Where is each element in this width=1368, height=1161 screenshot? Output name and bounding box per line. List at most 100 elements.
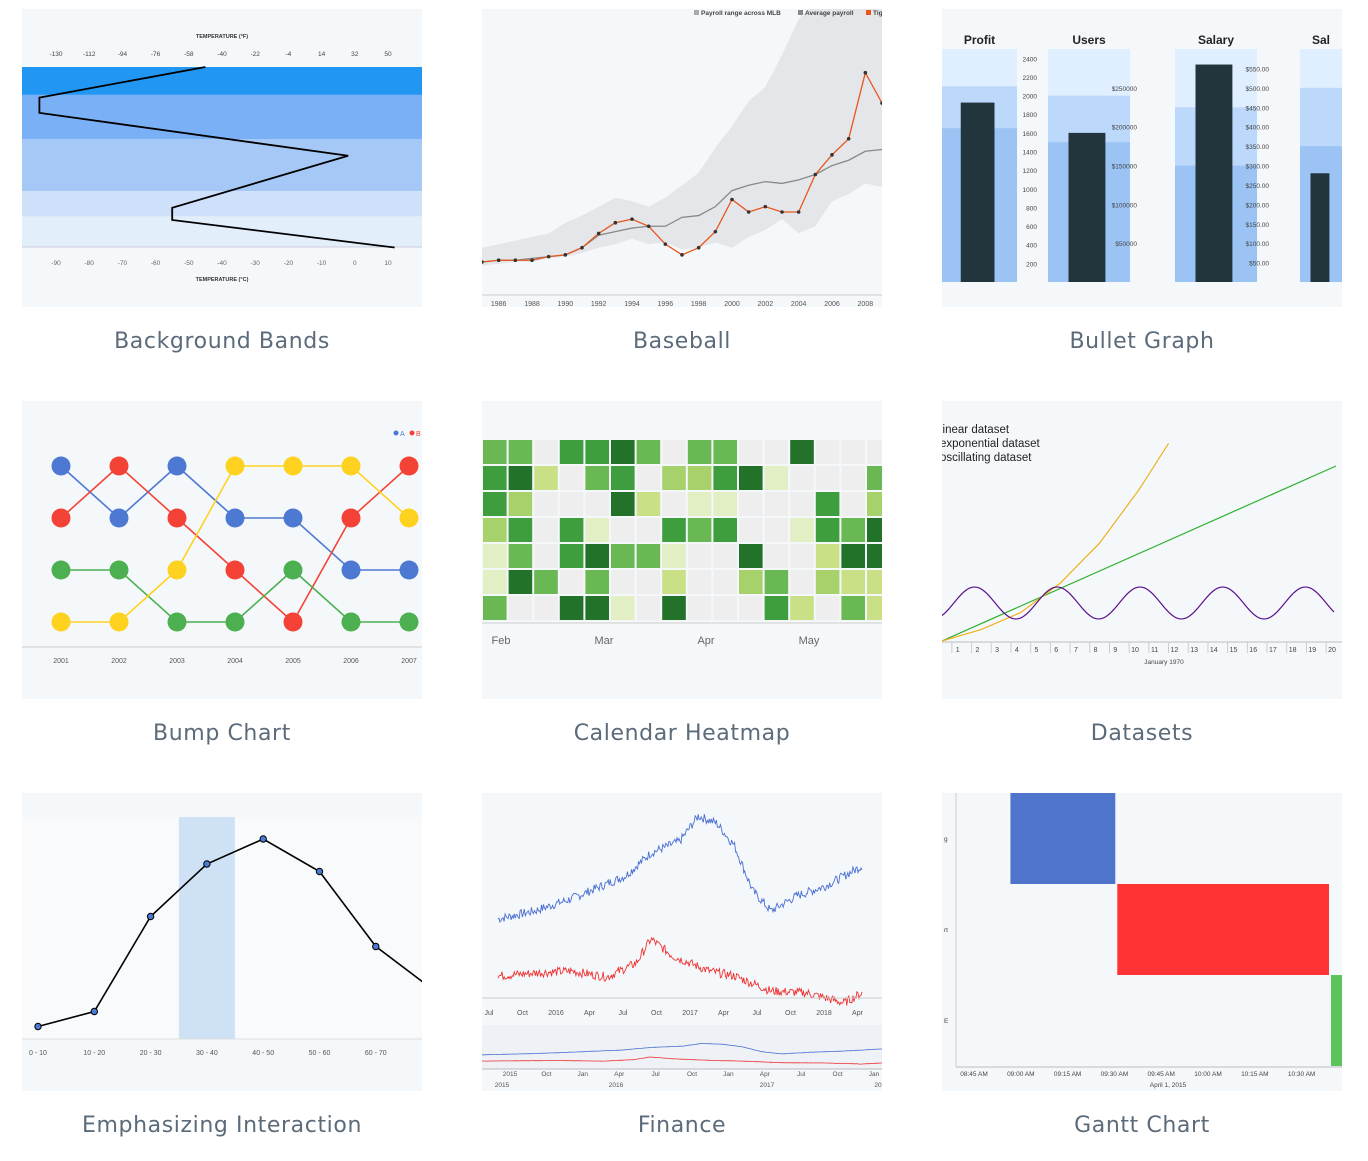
thumbnail-bullet-graph[interactable]: Profit Users 2400 2200 2000 1800 1600 1400 1200 1…	[942, 9, 1342, 307]
heatmap-cell	[687, 440, 712, 464]
x-tick-label: 18	[1289, 647, 1297, 654]
x-tick-label: Apr	[852, 1010, 864, 1017]
x-tick-label: 2008	[858, 301, 874, 307]
x-tick-label: 1	[956, 647, 960, 654]
heatmap-cell	[483, 440, 507, 464]
heatmap-cell	[662, 518, 686, 542]
heatmap-cell	[636, 492, 661, 516]
axis-tick-label: $100000	[1112, 202, 1138, 209]
thumbnail-baseball[interactable]: 1986 1988 1990 1992 1994 1996 1998 2000 2002 2004…	[482, 9, 882, 307]
thumbnail-datasets[interactable]: linear dataset exponential dataset oscilla…	[942, 401, 1342, 699]
card-title[interactable]: Baseball	[632, 329, 732, 354]
x-tick-label: Jul	[485, 1010, 494, 1017]
tigers-point	[496, 258, 501, 263]
background-band	[22, 67, 422, 95]
x-top-axis-label: TEMPERATURE (°F)	[196, 34, 248, 40]
heatmap-cell	[636, 518, 661, 542]
measure-bar	[960, 102, 995, 282]
heatmap-cell	[534, 518, 558, 542]
overview-tick-label: Jul	[651, 1071, 660, 1078]
axis-tick-label: $150000	[1112, 164, 1138, 171]
data-point	[34, 1022, 42, 1031]
tigers-point	[763, 204, 768, 209]
tigers-point	[696, 245, 701, 250]
rank-point	[341, 560, 361, 580]
tigers-point	[780, 210, 784, 214]
heatmap-cell	[764, 492, 789, 516]
legend-swatch	[393, 430, 399, 436]
heatmap-cell	[841, 544, 865, 568]
heatmap-cell	[611, 544, 635, 568]
heatmap-cell	[508, 570, 533, 594]
x-tick-label: 16	[1249, 647, 1257, 654]
heatmap-cell	[764, 596, 789, 620]
card-title[interactable]: Bullet Graph	[1069, 329, 1215, 354]
x-tick-label: 2006	[824, 301, 840, 307]
axis-tick-label: $150.00	[1246, 222, 1270, 229]
heatmap-cell	[483, 544, 507, 568]
heatmap-cell	[815, 466, 840, 490]
heatmap-cell	[713, 492, 737, 516]
rank-point	[51, 456, 71, 476]
heatmap-cell	[585, 466, 609, 490]
card-title[interactable]: Bump Chart	[153, 721, 291, 746]
rank-point	[109, 456, 129, 476]
bump-chart: 2001 2002 2003 2004 2005 2006 2007 A B	[22, 430, 422, 665]
overview-year-label: 20	[874, 1082, 882, 1089]
card-title[interactable]: Gantt Chart	[1074, 1113, 1210, 1138]
card-title[interactable]: Finance	[637, 1113, 727, 1138]
heatmap-cell	[867, 544, 882, 568]
heatmap-cell	[790, 466, 814, 490]
heatmap-cell	[534, 544, 558, 568]
tigers-point	[746, 210, 751, 214]
data-point	[372, 942, 380, 951]
heatmap-cell	[534, 596, 558, 620]
heatmap-cell	[483, 466, 507, 490]
heatmap-cell	[483, 492, 507, 516]
card-title[interactable]: Calendar Heatmap	[573, 721, 791, 746]
x-top-tick-label: -76	[151, 51, 161, 58]
x-tick-label: 1998	[691, 301, 707, 307]
heatmap-cell	[508, 596, 533, 620]
axis-tick-label: 400	[1026, 243, 1037, 250]
heatmap-cell	[713, 466, 737, 490]
y-tick-label: E	[944, 1018, 949, 1025]
x-tick-label: 20 - 30	[140, 1050, 162, 1057]
thumbnail-bump-chart[interactable]: 2001 2002 2003 2004 2005 2006 2007 A B	[22, 401, 422, 699]
x-tick-label: 7	[1074, 647, 1078, 654]
heatmap-cell	[483, 596, 507, 620]
panel-title: Sal	[1312, 33, 1330, 47]
heatmap-cell	[867, 492, 882, 516]
heatmap-cell	[611, 492, 635, 516]
rank-point	[225, 560, 245, 580]
tigers-point	[813, 172, 818, 177]
heatmap-cell	[739, 544, 763, 568]
price-line-blue	[497, 814, 863, 924]
x-bottom-tick-label: -60	[151, 260, 161, 267]
task-bar	[1010, 793, 1116, 884]
card-title[interactable]: Emphasizing Interaction	[81, 1113, 362, 1138]
rank-point	[167, 456, 187, 476]
x-tick-label: 4	[1015, 647, 1019, 654]
thumbnail-emphasizing-interaction[interactable]: 0 - 10 10 - 20 20 - 30 30 - 40 40 - 50 50 - 6…	[22, 793, 422, 1091]
legend-label: A	[400, 431, 405, 438]
heatmap-cell	[764, 570, 789, 594]
heatmap-cell	[815, 544, 840, 568]
tigers-point	[663, 242, 668, 246]
x-tick-label: 2003	[169, 658, 185, 665]
thumbnail-background-bands[interactable]: TEMPERATURE (°F) -130 -112 -94 -76 -58 -40 -22-…	[22, 9, 422, 307]
thumbnail-calendar-heatmap[interactable]: Feb Mar Apr May	[482, 401, 882, 699]
emphasizing-interaction-chart: 0 - 10 10 - 20 20 - 30 30 - 40 40 - 50 50 - 6…	[22, 817, 422, 1057]
rank-point	[283, 456, 303, 476]
overview-year-label: 2016	[609, 1082, 624, 1089]
background-band	[22, 94, 422, 139]
card-title[interactable]: Datasets	[1090, 721, 1194, 746]
rank-point	[341, 456, 361, 476]
thumbnail-gantt-chart[interactable]: 08:45 AM 09:00 AM 09:15 AM 09:30 AM 09:45 AM…	[942, 793, 1342, 1091]
measure-bar	[1068, 132, 1106, 282]
x-tick-label: 8	[1094, 647, 1098, 654]
card-title[interactable]: Background Bands	[114, 329, 330, 354]
background-band	[22, 216, 422, 247]
x-tick-label: 2018	[816, 1010, 832, 1017]
thumbnail-finance[interactable]: Jul Oct 2016 Apr Jul Oct 2017 Apr Jul Oct 2018 Apr 2…	[482, 793, 882, 1091]
